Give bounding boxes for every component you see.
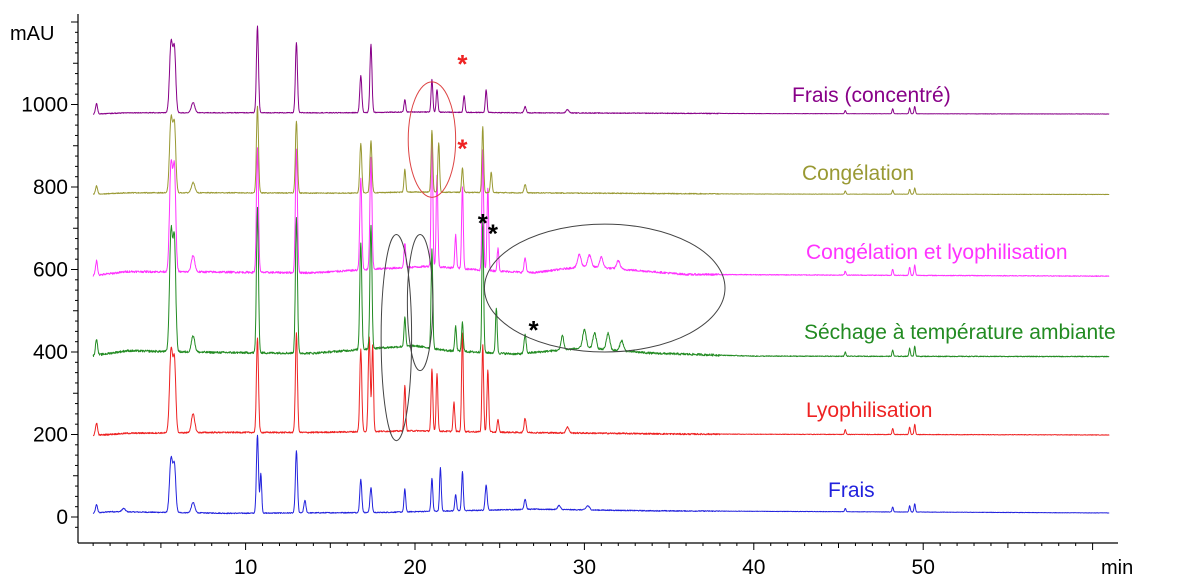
y-unit-label: mAU <box>10 23 54 45</box>
x-tick-label: 10 <box>234 556 257 577</box>
annotation-ellipse <box>406 233 434 372</box>
series-line <box>92 105 1110 196</box>
x-tick-label: 30 <box>573 556 596 577</box>
y-tick-label: 600 <box>33 259 68 282</box>
annotation-star: * <box>478 208 489 238</box>
series-label: Séchage à température ambiante <box>804 321 1116 344</box>
annotation-ellipse <box>380 233 413 442</box>
annotation-ellipse <box>407 81 457 198</box>
x-tick-label: 20 <box>403 556 426 577</box>
annotation-star: * <box>529 315 540 345</box>
y-tick-label: 800 <box>33 176 68 199</box>
series-labels: Frais Lyophilisation Séchage à température… <box>792 84 1116 502</box>
series-line <box>92 434 1110 515</box>
y-tick-label: 0 <box>56 506 68 529</box>
series-line <box>93 25 1110 115</box>
series-line <box>92 206 1110 358</box>
axes: 0 200 400 600 800 1000 10 20 30 40 50 mAU min <box>10 14 1133 577</box>
y-tick-label: 400 <box>33 341 68 364</box>
series-line <box>92 332 1110 437</box>
annotation-star: * <box>457 49 468 79</box>
x-unit-label: min <box>1101 557 1133 577</box>
x-tick-label: 50 <box>912 556 935 577</box>
series-group <box>92 25 1110 515</box>
series-line <box>92 133 1110 277</box>
series-label: Frais (concentré) <box>792 84 951 107</box>
x-tick-label: 40 <box>742 556 765 577</box>
annotation-star: * <box>457 134 468 164</box>
y-tick-label: 1000 <box>21 94 68 117</box>
annotation-ellipse <box>483 223 726 353</box>
annotation-star: * <box>488 218 499 248</box>
series-label: Lyophilisation <box>806 399 932 422</box>
series-label: Congélation <box>802 162 914 185</box>
y-tick-label: 200 <box>33 424 68 447</box>
series-label: Frais <box>828 479 875 502</box>
annotations: *** ** <box>380 49 726 442</box>
series-label: Congélation et lyophilisation <box>806 241 1068 264</box>
